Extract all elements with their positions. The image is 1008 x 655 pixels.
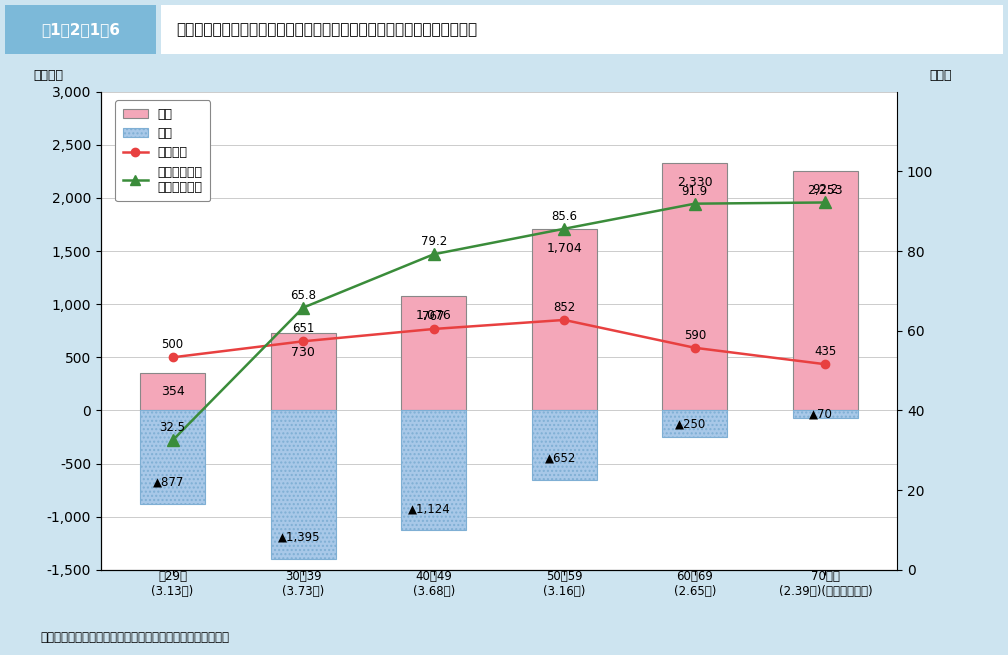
Text: ▲250: ▲250 xyxy=(675,417,707,430)
Text: 1,076: 1,076 xyxy=(416,309,452,322)
Bar xyxy=(792,171,858,411)
Text: 79.2: 79.2 xyxy=(420,235,447,248)
Bar xyxy=(401,296,467,411)
Bar xyxy=(792,411,858,418)
Text: ▲652: ▲652 xyxy=(544,452,576,465)
Text: 50～59
(3.16人): 50～59 (3.16人) xyxy=(543,570,586,598)
Text: 767: 767 xyxy=(422,310,445,323)
Text: 65.8: 65.8 xyxy=(290,289,317,302)
Bar xyxy=(531,229,597,411)
Text: ▲877: ▲877 xyxy=(153,476,184,489)
Text: （万円）: （万円） xyxy=(33,69,64,82)
Text: ～29歳
(3.13人): ～29歳 (3.13人) xyxy=(151,570,194,598)
Text: 651: 651 xyxy=(292,322,314,335)
FancyBboxPatch shape xyxy=(161,5,1003,54)
Bar xyxy=(662,411,728,437)
Text: 70歳～
(2.39人)(平均世帯人数): 70歳～ (2.39人)(平均世帯人数) xyxy=(778,570,872,598)
Bar xyxy=(140,373,206,411)
Text: 40～49
(3.68人): 40～49 (3.68人) xyxy=(412,570,455,598)
Text: 852: 852 xyxy=(553,301,576,314)
Text: 92.2: 92.2 xyxy=(812,183,839,196)
Bar xyxy=(531,411,597,479)
Bar xyxy=(270,333,336,411)
Text: ▲1,124: ▲1,124 xyxy=(408,502,452,515)
Text: ▲70: ▲70 xyxy=(809,407,834,421)
Text: 2,253: 2,253 xyxy=(807,183,843,196)
Text: 590: 590 xyxy=(683,329,706,342)
Text: 730: 730 xyxy=(291,346,316,358)
Text: 500: 500 xyxy=(161,339,183,352)
Text: 1,704: 1,704 xyxy=(546,242,582,255)
Legend: 貴蓄, 負債, 年間収入, 持家率（％）
（右目盛り）: 貴蓄, 負債, 年間収入, 持家率（％） （右目盛り） xyxy=(115,100,210,201)
Text: 30～39
(3.73人): 30～39 (3.73人) xyxy=(282,570,325,598)
Text: 91.9: 91.9 xyxy=(681,185,708,198)
Text: 32.5: 32.5 xyxy=(159,421,185,434)
Bar xyxy=(270,411,336,559)
Text: 354: 354 xyxy=(160,385,184,398)
Text: 2,330: 2,330 xyxy=(677,176,713,189)
Text: 資料：総務省「家計調査（二人以上の世帯）」（令和元年）: 資料：総務省「家計調査（二人以上の世帯）」（令和元年） xyxy=(40,631,229,644)
Text: 60～69
(2.65人): 60～69 (2.65人) xyxy=(673,570,716,598)
Bar xyxy=(401,411,467,530)
Bar xyxy=(662,163,728,411)
Text: 435: 435 xyxy=(814,345,837,358)
Text: ▲1,395: ▲1,395 xyxy=(278,531,321,544)
Bar xyxy=(140,411,206,504)
Text: 85.6: 85.6 xyxy=(551,210,578,223)
FancyBboxPatch shape xyxy=(5,5,156,54)
Text: （％）: （％） xyxy=(929,69,952,82)
Text: 世帯主の年齢階級別１世帯当たりの貴蓄・負債現在高、年間収入、持家率: 世帯主の年齢階級別１世帯当たりの貴蓄・負債現在高、年間収入、持家率 xyxy=(176,22,478,37)
Text: 図1－2－1－6: 図1－2－1－6 xyxy=(41,22,120,37)
